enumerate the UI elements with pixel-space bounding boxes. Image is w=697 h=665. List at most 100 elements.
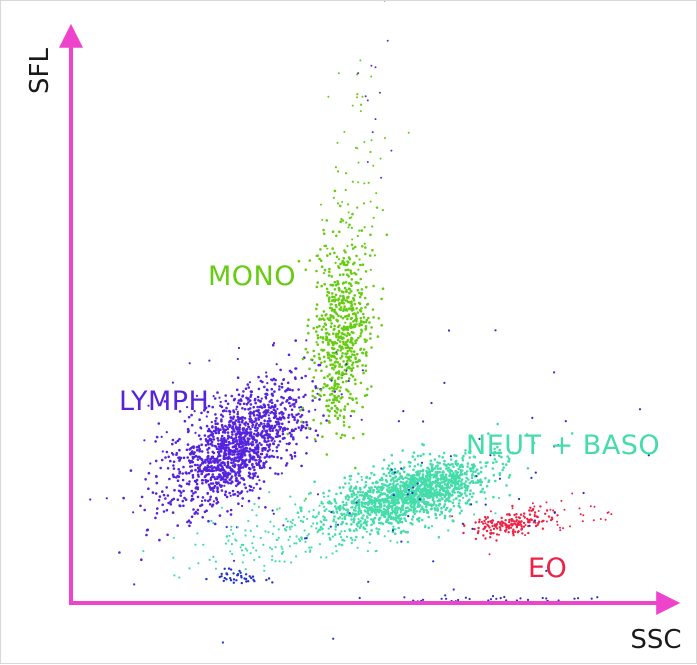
mono-point [344,268,348,272]
neut-baso-point [373,485,377,489]
lymph-point [191,407,194,410]
eo-point [517,520,521,523]
lymph-point [221,415,225,418]
mono-point [312,418,315,422]
neut-baso-point [370,511,374,514]
eo-point [498,521,502,524]
neut-baso-point [320,521,323,524]
neut-baso-point [438,470,442,474]
mono-point [356,311,360,314]
mono-point [325,338,328,341]
neut-baso-point [406,506,410,510]
other-point [445,597,448,600]
mono-point [333,288,337,291]
eo-point [578,507,581,510]
lymph-point [216,464,220,467]
neut-baso-point [390,472,394,475]
lymph-point [264,424,267,428]
lymph-point [236,431,240,434]
mono-point [333,365,337,369]
neut-baso-point [379,491,383,495]
mono-point [338,340,342,343]
mono-point [334,261,337,264]
eo-point [504,519,507,522]
neut-baso-point [410,506,413,509]
lymph-point [283,407,286,410]
other-point [464,596,467,599]
lymph-point [195,445,199,449]
lymph-point [318,398,321,401]
eo-point [483,516,487,519]
mono-point [331,376,334,380]
mono-point [372,316,375,319]
lymph-point [237,393,241,397]
mono-point [332,354,336,358]
other-point [366,161,369,163]
lymph-point [290,430,293,433]
mono-point [352,366,355,369]
other-point [220,572,223,576]
eo-point [545,520,548,523]
eo-point [521,532,524,535]
mono-point [372,216,375,219]
neut-baso-point [286,520,289,523]
neut-baso-point [340,530,343,533]
neut-baso-point [356,480,359,484]
lymph-point [281,422,284,426]
lymph-point [250,457,253,460]
lymph-point [249,427,252,431]
lymph-point [314,429,318,433]
lymph-point [191,457,195,460]
lymph-point [271,449,274,452]
neut-baso-point [234,538,237,541]
neut-baso-point [495,460,498,464]
neut-baso-point [494,479,497,483]
neut-baso-point [443,516,447,520]
mono-point [339,357,342,360]
neut-baso-point [360,493,364,497]
other-point [245,580,248,583]
neut-baso-point [350,500,354,503]
neut-baso-point [496,422,500,426]
neut-baso-point [426,496,430,500]
mono-point [341,395,344,399]
lymph-point [281,432,285,436]
mono-point [330,401,334,405]
neut-baso-point [502,466,506,469]
neut-baso-point [299,508,302,511]
lymph-point [216,391,219,394]
eo-point [581,520,584,523]
mono-point [339,294,342,298]
lymph-point [300,464,303,468]
mono-point [349,307,352,311]
neut-baso-point [356,546,359,549]
lymph-point [314,385,318,388]
neut-baso-point [448,486,451,489]
other-point [577,597,580,600]
mono-point [346,402,350,406]
eo-point [495,539,498,542]
mono-point [380,324,384,327]
other-point [420,461,424,464]
neut-baso-point [475,500,478,504]
mono-point [311,394,315,398]
neut-baso-point [493,447,496,451]
lymph-point [242,402,246,406]
lymph-point [243,462,247,465]
mono-point [346,359,349,363]
lymph-point [188,362,191,365]
lymph-point [208,434,211,437]
neut-baso-point [438,513,441,517]
neut-baso-point [402,529,405,533]
lymph-point [214,422,217,426]
lymph-point [251,425,254,429]
lymph-point [220,437,223,440]
mono-point [361,351,364,355]
other-point [243,577,246,580]
neut-baso-point [399,508,403,512]
lymph-point [228,466,232,469]
mono-point [330,386,334,390]
neut-baso-point [430,487,434,491]
neut-baso-point [381,487,384,491]
neut-baso-point [456,462,460,466]
